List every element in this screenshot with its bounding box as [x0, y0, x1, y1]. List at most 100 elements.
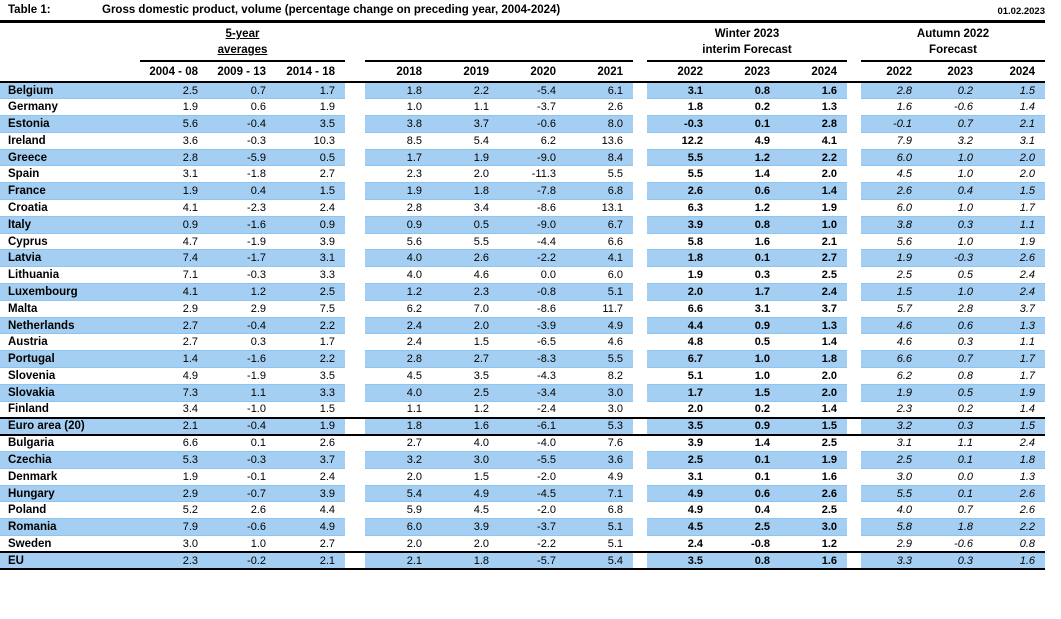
autumn-forecast-value-cell: 1.3 [983, 467, 1046, 486]
column-gap [847, 115, 861, 133]
winter-forecast-value-cell: 0.8 [713, 551, 780, 571]
winter-forecast-value-cell: 2.2 [780, 148, 847, 166]
autumn-forecast-value-cell: 1.7 [983, 350, 1046, 368]
column-gap [633, 350, 647, 368]
column-gap [345, 283, 365, 301]
winter-forecast-value-cell: 1.9 [780, 199, 847, 217]
column-gap [345, 23, 365, 61]
column-gap [633, 61, 647, 83]
avg-value-cell: 4.9 [276, 518, 345, 536]
avg-value-cell: 2.3 [140, 551, 208, 571]
column-gap [633, 267, 647, 284]
autumn-forecast-value-cell: 5.6 [861, 232, 922, 250]
table-row: Hungary 2.9 -0.7 3.9 5.4 4.9 -4.5 7.1 4.9 0.6 2.6 5… [0, 484, 1046, 502]
autumn-forecast-value-cell: 3.1 [983, 131, 1046, 150]
autumn-forecast-value-cell: 1.0 [922, 165, 983, 183]
table-row: Croatia 4.1 -2.3 2.4 2.8 3.4 -8.6 13.1 6.3 1.2 1.9… [0, 199, 1046, 217]
year-value-cell: 5.5 [432, 232, 499, 250]
year-value-cell: -3.9 [499, 316, 566, 334]
autumn-forecast-value-cell: 5.8 [861, 518, 922, 536]
year-value-cell: 4.1 [566, 249, 633, 267]
avg-value-cell: 3.7 [276, 451, 345, 469]
country-cell: Estonia [0, 115, 140, 133]
winter-forecast-value-cell: 6.6 [647, 299, 713, 318]
year-value-cell: 5.1 [566, 535, 633, 553]
winter-forecast-value-cell: 3.9 [687, 437, 703, 450]
winter-forecast-value-cell: 1.6 [780, 467, 847, 486]
year-value-cell: 4.0 [473, 437, 489, 450]
column-gap [633, 300, 647, 317]
avg-value-cell: 3.5 [276, 367, 345, 385]
column-gap [633, 200, 647, 217]
autumn-forecast-value-cell: 1.5 [983, 82, 1046, 99]
column-gap [633, 485, 647, 502]
autumn-forecast-value-cell: 2.1 [983, 115, 1046, 133]
avg-value-cell: 1.9 [276, 98, 345, 116]
winter-forecast-value-cell: 0.8 [713, 82, 780, 99]
column-gap [345, 166, 365, 183]
autumn-forecast-value-cell: 4.6 [861, 316, 922, 334]
autumn-forecast-value-cell: 4.5 [861, 165, 922, 183]
autumn-forecast-value-cell: 0.3 [922, 215, 983, 234]
winter-forecast-value-cell: 0.1 [713, 451, 780, 469]
autumn-forecast-value-cell: 1.0 [922, 148, 983, 166]
avg-value-cell: 7.3 [140, 383, 208, 402]
winter-forecast-value-cell: 4.4 [647, 316, 713, 334]
autumn-forecast-value-cell: 3.7 [983, 299, 1046, 318]
avg-value-cell: 2.7 [276, 535, 345, 553]
year-value-cell: -0.6 [499, 115, 566, 133]
autumn-forecast-value-cell: 3.2 [861, 416, 922, 436]
autumn-forecast-value-cell: 6.0 [861, 148, 922, 166]
column-gap [847, 435, 861, 452]
column-gap [847, 132, 861, 149]
group-header-winter-line2: interim Forecast [702, 44, 792, 56]
avg-value-cell: 1.9 [140, 98, 208, 116]
winter-forecast-value-cell: 0.5 [713, 333, 780, 351]
autumn-forecast-value-cell: 1.8 [983, 451, 1046, 469]
winter-forecast-value-cell: 1.4 [754, 437, 770, 450]
year-value-cell: 3.0 [566, 400, 633, 418]
column-gap [633, 502, 647, 519]
winter-forecast-value-cell: 4.1 [780, 131, 847, 150]
avg-value-cell: 1.2 [208, 283, 276, 301]
autumn-forecast-value-cell: 2.6 [983, 249, 1046, 267]
winter-forecast-value-cell: 1.5 [780, 416, 847, 436]
column-gap [345, 132, 365, 149]
country-cell: Bulgaria [8, 437, 55, 450]
year-value-cell: 0.9 [365, 215, 432, 234]
autumn-forecast-value-cell: 2.6 [983, 501, 1046, 519]
table-row: Portugal 1.4 -1.6 2.2 2.8 2.7 -8.3 5.5 6.7 1.0 1.8… [0, 350, 1046, 368]
autumn-forecast-value-cell: 1.0 [922, 232, 983, 250]
table-caption-bar: Table 1: Gross domestic product, volume … [0, 0, 1045, 23]
country-cell: Austria [0, 333, 140, 351]
avg-value-cell: 5.2 [140, 501, 208, 519]
avg-value-cell: 1.1 [208, 383, 276, 402]
winter-year-column-header: 2024 [780, 60, 847, 83]
year-value-cell: 4.5 [365, 367, 432, 385]
year-value-cell: 8.5 [365, 131, 432, 150]
year-value-cell: 6.2 [499, 131, 566, 150]
column-gap [633, 115, 647, 133]
column-gap [345, 115, 365, 133]
winter-forecast-value-cell: 0.8 [713, 215, 780, 234]
autumn-forecast-value-cell: 1.0 [922, 199, 983, 217]
year-value-cell: 6.0 [365, 518, 432, 536]
autumn-forecast-value-cell: 0.7 [922, 350, 983, 368]
winter-forecast-value-cell: 12.2 [647, 131, 713, 150]
year-value-cell: 3.5 [432, 367, 499, 385]
winter-forecast-value-cell: 3.5 [647, 551, 713, 571]
column-gap [345, 368, 365, 385]
avg-value-cell: -1.7 [208, 249, 276, 267]
autumn-forecast-value-cell: 1.4 [983, 98, 1046, 116]
autumn-forecast-value-cell: 3.0 [861, 467, 922, 486]
autumn-forecast-value-cell: 2.0 [983, 165, 1046, 183]
winter-forecast-value-cell: 3.1 [647, 467, 713, 486]
year-value-cell: 1.8 [432, 551, 499, 571]
year-value-cell: -2.2 [499, 535, 566, 553]
year-value-cell: 2.0 [432, 535, 499, 553]
winter-forecast-value-cell: 1.0 [713, 350, 780, 368]
column-gap [633, 283, 647, 301]
year-value-cell: 7.0 [432, 299, 499, 318]
autumn-forecast-value-cell: 1.6 [861, 98, 922, 116]
column-gap [345, 401, 365, 418]
